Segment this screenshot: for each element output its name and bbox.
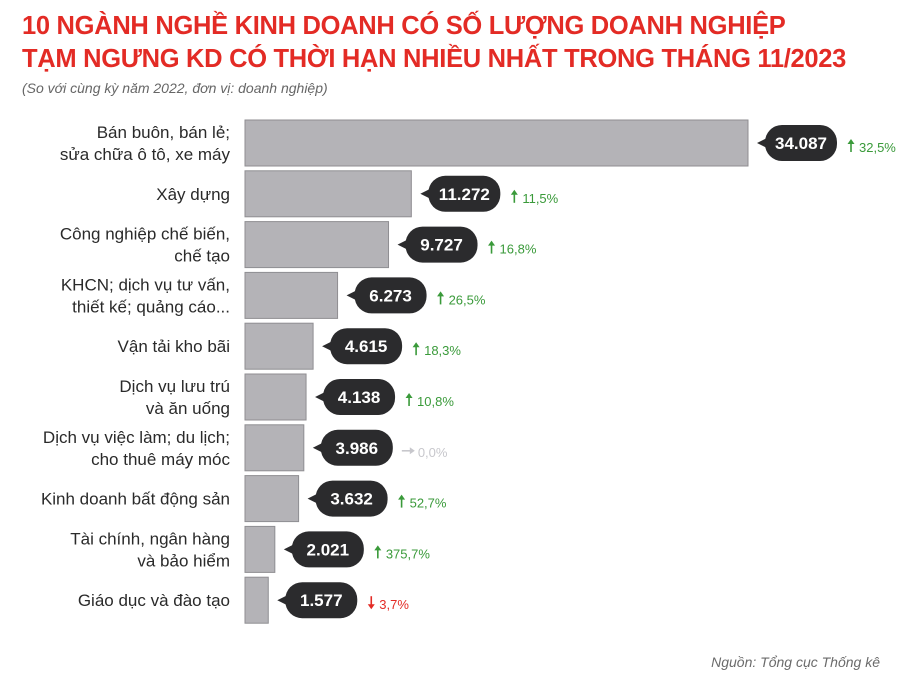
up-arrow-head-icon: [398, 494, 406, 500]
value-label: 34.087: [775, 134, 827, 153]
value-label: 3.632: [330, 490, 373, 509]
up-arrow-head-icon: [374, 545, 382, 551]
category-label: Công nghiệp chế biến,: [60, 225, 230, 244]
value-callout: [285, 582, 358, 619]
value-label: 4.615: [345, 337, 388, 356]
up-arrow-head-icon: [488, 240, 496, 246]
category-label: và ăn uống: [146, 399, 230, 418]
chart-title-line-2: TẠM NGƯNG KD CÓ THỜI HẠN NHIỀU NHẤT TRON…: [22, 45, 847, 73]
value-callout: [315, 480, 388, 517]
value-callout: [354, 277, 427, 314]
value-callout: [765, 125, 837, 161]
value-label: 4.138: [338, 388, 381, 407]
category-label: thiết kế; quảng cáo...: [72, 297, 230, 316]
category-label: Tài chính, ngân hàng: [70, 529, 230, 548]
chart-subtitle: (So với cùng kỳ năm 2022, đơn vị: doanh …: [22, 80, 328, 96]
bar: [244, 170, 412, 218]
change-label: 32,5%: [859, 140, 896, 155]
bar: [244, 221, 390, 269]
value-callout: [323, 379, 396, 415]
change-label: 26,5%: [449, 292, 486, 307]
value-callout: [320, 429, 393, 466]
change-label: 18,3%: [424, 343, 461, 358]
category-label: Giáo dục và đào tạo: [78, 591, 230, 610]
value-label: 11.272: [439, 185, 490, 204]
up-arrow-head-icon: [510, 189, 518, 195]
value-label: 3.986: [336, 439, 379, 458]
bar: [244, 424, 305, 472]
category-label: cho thuê máy móc: [91, 450, 230, 469]
value-label: 2.021: [307, 540, 350, 559]
flat-arrow-head-icon: [409, 447, 415, 455]
bar: [244, 373, 307, 421]
change-label: 16,8%: [500, 242, 537, 257]
bar: [244, 576, 269, 624]
value-callout: [428, 175, 501, 212]
category-label: Dịch vụ việc làm; du lịch;: [43, 428, 230, 447]
value-label: 6.273: [369, 286, 412, 305]
change-label: 11,5%: [522, 191, 558, 206]
category-label: Dịch vụ lưu trú: [119, 377, 230, 396]
change-label: 0,0%: [418, 445, 448, 460]
up-arrow-head-icon: [412, 342, 420, 348]
value-callout: [405, 226, 478, 263]
category-label: Vận tải kho bãi: [118, 337, 230, 356]
category-label: chế tạo: [174, 247, 230, 266]
category-label: Xây dựng: [156, 185, 230, 204]
up-arrow-head-icon: [847, 139, 855, 144]
value-label: 1.577: [300, 591, 343, 610]
up-arrow-head-icon: [405, 393, 413, 398]
value-callout: [330, 328, 403, 365]
category-label: KHCN; dịch vụ tư vấn,: [61, 275, 230, 294]
change-label: 52,7%: [410, 496, 447, 511]
bar: [244, 475, 300, 523]
source-note: Nguồn: Tổng cục Thống kê: [711, 654, 880, 670]
category-label: Bán buôn, bán lẻ;: [97, 123, 230, 142]
change-label: 10,8%: [417, 394, 454, 409]
bar: [244, 525, 276, 573]
change-label: 375,7%: [386, 546, 431, 561]
value-callout: [291, 531, 364, 568]
category-label: Kinh doanh bất động sản: [41, 490, 230, 509]
value-label: 9.727: [420, 236, 463, 255]
up-arrow-head-icon: [437, 291, 445, 297]
category-label: sửa chữa ô tô, xe máy: [60, 145, 231, 164]
chart-title-line-1: 10 NGÀNH NGHỀ KINH DOANH CÓ SỐ LƯỢNG DOA…: [22, 12, 786, 40]
category-label: và bảo hiểm: [137, 551, 230, 570]
bar: [244, 119, 749, 167]
chart-title: 10 NGÀNH NGHỀ KINH DOANH CÓ SỐ LƯỢNG DOA…: [22, 10, 892, 76]
bar: [244, 322, 314, 370]
bar: [244, 271, 339, 319]
down-arrow-head-icon: [367, 604, 375, 610]
change-label: 3,7%: [379, 597, 409, 612]
